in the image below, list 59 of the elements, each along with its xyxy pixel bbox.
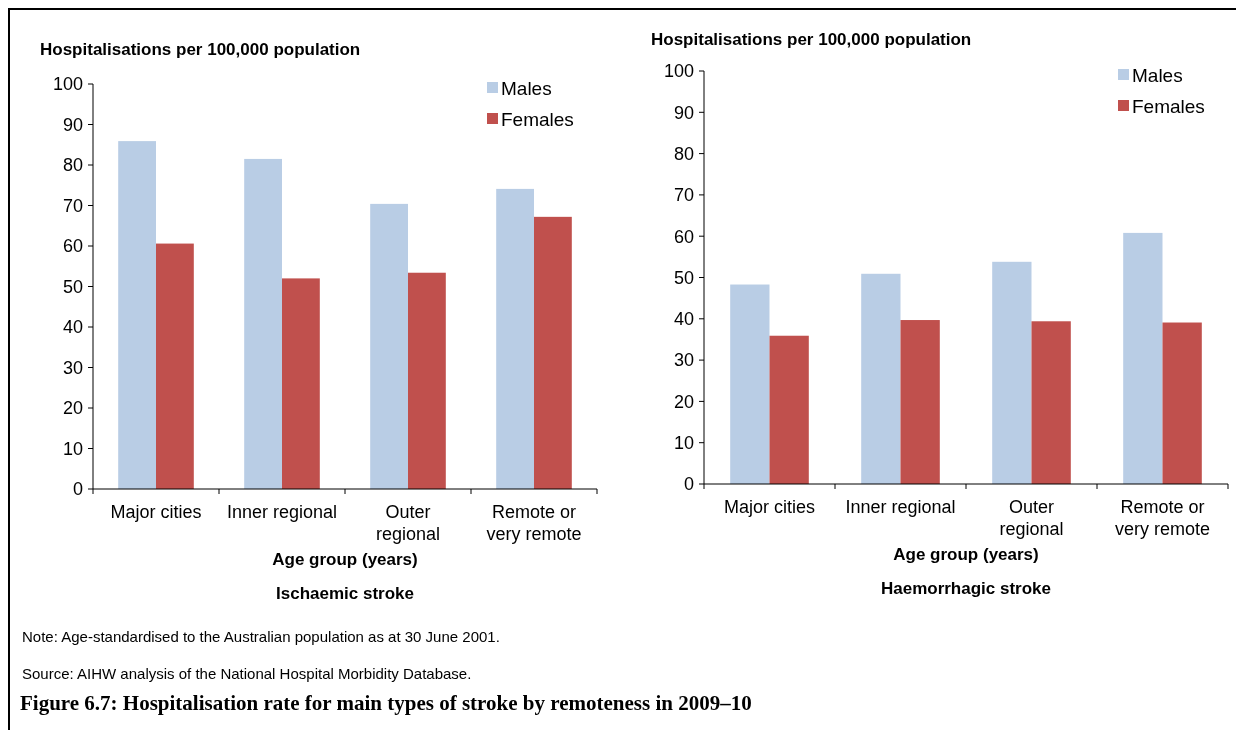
y-tick-label: 70 [62,195,83,216]
text: Haemorrhagic stroke [880,579,1052,598]
x-tick-label: Inner regional [226,502,338,522]
y-tick-label: 80 [673,143,694,164]
bar [1031,321,1071,484]
bar [1123,232,1163,484]
y-tick-label: 100 [663,61,694,82]
y-tick-label: 0 [683,474,694,495]
y-tick-label: 80 [62,155,83,176]
legend-label: Males [501,77,552,99]
bar [534,216,572,489]
y-tick-label: 90 [673,102,694,123]
bar [282,278,320,489]
bar [730,284,770,484]
source-note: Source: AIHW analysis of the National Hospital Morbidity Database. [22,665,472,682]
text: Note: Age-standardised to the Australian population as at 30 June 2001. [22,628,500,645]
bar [900,320,940,484]
y-tick-label: 60 [673,226,694,247]
bar [496,188,534,489]
bar [769,335,809,484]
legend-label: Females [1132,95,1205,117]
x-tick-label: Outer regional [999,497,1064,539]
x-tick-label: Remote or very remote [1114,497,1211,539]
y-tick-label: 50 [673,267,694,288]
y-tick-label: 70 [673,185,694,206]
y-axis-title: Hospitalisations per 100,000 population [40,40,361,59]
text: Ischaemic stroke [276,584,414,603]
y-tick-label: 60 [62,236,83,257]
x-tick-label: Inner regional [845,497,956,517]
y-tick-label: 0 [72,479,83,500]
y-tick-label: 90 [62,114,83,135]
y-tick-label: 10 [62,438,83,459]
bar [408,272,446,489]
x-axis-title: Age group (years) [272,550,418,569]
y-axis-title: Hospitalisations per 100,000 population [651,30,972,49]
legend-label: Females [501,108,574,130]
caption: Figure 6.7: Hospitalisation rate for main types of stroke by remoteness in 2009–10 [20,691,752,715]
y-tick-label: 10 [673,433,694,453]
y-tick-label: 50 [62,276,83,297]
bar [861,273,901,484]
x-tick-label: Remote or very remote [486,502,582,544]
y-tick-label: 40 [62,317,83,338]
x-tick-label: Major cities [723,497,816,517]
bar [1162,322,1202,484]
y-tick-label: 20 [673,391,694,412]
legend-label: Males [1132,64,1183,86]
y-tick-label: 100 [52,74,83,95]
bar [118,141,156,489]
y-tick-label: 30 [673,350,694,371]
x-tick-label: Major cities [110,502,202,522]
y-tick-label: 40 [673,309,694,330]
x-axis-title: Age group (years) [893,545,1039,564]
x-tick-label: Outer regional [375,502,441,544]
bar [156,243,194,489]
y-tick-label: 20 [62,398,83,419]
bar [992,261,1032,484]
bar [244,158,282,489]
y-tick-label: 30 [62,357,83,378]
bar [370,203,408,489]
